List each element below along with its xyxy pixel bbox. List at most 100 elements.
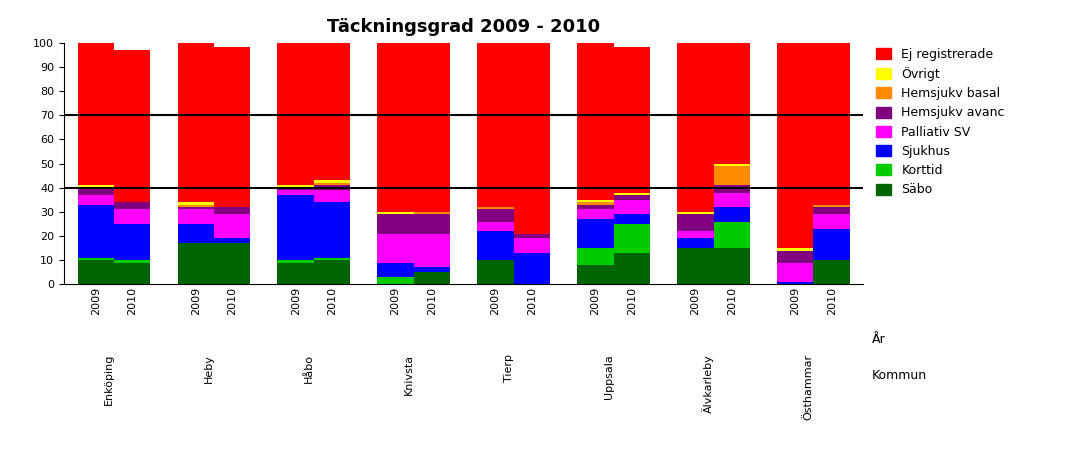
Bar bbox=[277, 190, 313, 195]
Bar bbox=[178, 243, 214, 284]
Bar bbox=[78, 258, 114, 260]
Bar bbox=[178, 207, 214, 210]
Bar bbox=[114, 202, 150, 210]
Bar bbox=[478, 210, 514, 221]
Bar bbox=[614, 253, 650, 284]
Bar bbox=[414, 234, 450, 267]
Bar bbox=[614, 47, 650, 192]
Bar bbox=[114, 224, 150, 260]
Bar bbox=[614, 224, 650, 253]
Bar bbox=[377, 212, 414, 214]
Bar bbox=[478, 231, 514, 260]
Bar bbox=[313, 181, 350, 183]
Bar bbox=[377, 234, 414, 263]
Bar bbox=[514, 43, 550, 234]
Bar bbox=[214, 214, 251, 238]
Bar bbox=[777, 251, 813, 263]
Bar bbox=[713, 185, 749, 192]
Legend: Ej registrerade, Övrigt, Hemsjukv basal, Hemsjukv avanc, Palliativ SV, Sjukhus, : Ej registrerade, Övrigt, Hemsjukv basal,… bbox=[872, 43, 1010, 201]
Bar bbox=[813, 229, 850, 260]
Bar bbox=[578, 210, 614, 219]
Bar bbox=[677, 248, 713, 284]
Bar bbox=[377, 43, 414, 212]
Bar bbox=[78, 205, 114, 258]
Bar bbox=[813, 205, 850, 207]
Bar bbox=[277, 188, 313, 190]
Bar bbox=[414, 212, 450, 214]
Bar bbox=[713, 192, 749, 207]
Bar bbox=[813, 260, 850, 284]
Bar bbox=[178, 43, 214, 202]
Bar bbox=[178, 202, 214, 205]
Bar bbox=[713, 248, 749, 284]
Bar bbox=[377, 277, 414, 284]
Bar bbox=[614, 200, 650, 214]
Bar bbox=[414, 272, 450, 284]
Bar bbox=[414, 43, 450, 212]
Bar bbox=[478, 221, 514, 231]
Bar bbox=[78, 195, 114, 205]
Bar bbox=[578, 248, 614, 265]
Bar bbox=[214, 238, 251, 243]
Bar bbox=[777, 248, 813, 251]
Bar bbox=[414, 214, 450, 234]
Bar bbox=[813, 214, 850, 229]
Bar bbox=[414, 267, 450, 272]
Bar bbox=[677, 43, 713, 212]
Bar bbox=[514, 253, 550, 284]
Bar bbox=[78, 185, 114, 188]
Bar bbox=[777, 43, 813, 248]
Bar bbox=[713, 164, 749, 166]
Bar bbox=[114, 263, 150, 284]
Bar bbox=[478, 260, 514, 284]
Bar bbox=[578, 202, 614, 205]
Bar bbox=[214, 47, 251, 207]
Bar bbox=[178, 205, 214, 207]
Title: Täckningsgrad 2009 - 2010: Täckningsgrad 2009 - 2010 bbox=[327, 18, 600, 36]
Bar bbox=[614, 192, 650, 195]
Bar bbox=[214, 207, 251, 214]
Bar bbox=[214, 243, 251, 284]
Bar bbox=[478, 207, 514, 210]
Bar bbox=[178, 210, 214, 224]
Bar bbox=[677, 238, 713, 248]
Bar bbox=[813, 43, 850, 205]
Bar bbox=[777, 263, 813, 282]
Bar bbox=[313, 43, 350, 181]
Bar bbox=[277, 260, 313, 263]
Bar bbox=[277, 185, 313, 188]
Bar bbox=[478, 43, 514, 207]
Bar bbox=[713, 207, 749, 221]
Bar bbox=[677, 214, 713, 231]
Bar bbox=[377, 214, 414, 234]
Bar bbox=[514, 238, 550, 253]
Bar bbox=[614, 195, 650, 200]
Bar bbox=[178, 224, 214, 243]
Bar bbox=[277, 195, 313, 260]
Bar bbox=[713, 166, 749, 185]
Bar bbox=[313, 258, 350, 260]
Bar bbox=[578, 205, 614, 210]
Text: Kommun: Kommun bbox=[872, 369, 926, 382]
Bar bbox=[578, 265, 614, 284]
Bar bbox=[677, 212, 713, 214]
Bar bbox=[313, 202, 350, 258]
Bar bbox=[578, 200, 614, 202]
Bar bbox=[277, 263, 313, 284]
Bar bbox=[78, 43, 114, 185]
Bar bbox=[614, 214, 650, 224]
Bar bbox=[313, 185, 350, 190]
Bar bbox=[713, 221, 749, 248]
Bar bbox=[578, 43, 614, 200]
Text: År: År bbox=[872, 333, 885, 346]
Bar bbox=[313, 183, 350, 185]
Bar bbox=[777, 282, 813, 284]
Bar bbox=[377, 263, 414, 277]
Bar bbox=[578, 219, 614, 248]
Bar bbox=[514, 234, 550, 238]
Bar bbox=[313, 190, 350, 202]
Bar bbox=[114, 50, 150, 202]
Bar bbox=[277, 43, 313, 185]
Bar bbox=[677, 231, 713, 238]
Bar bbox=[713, 43, 749, 164]
